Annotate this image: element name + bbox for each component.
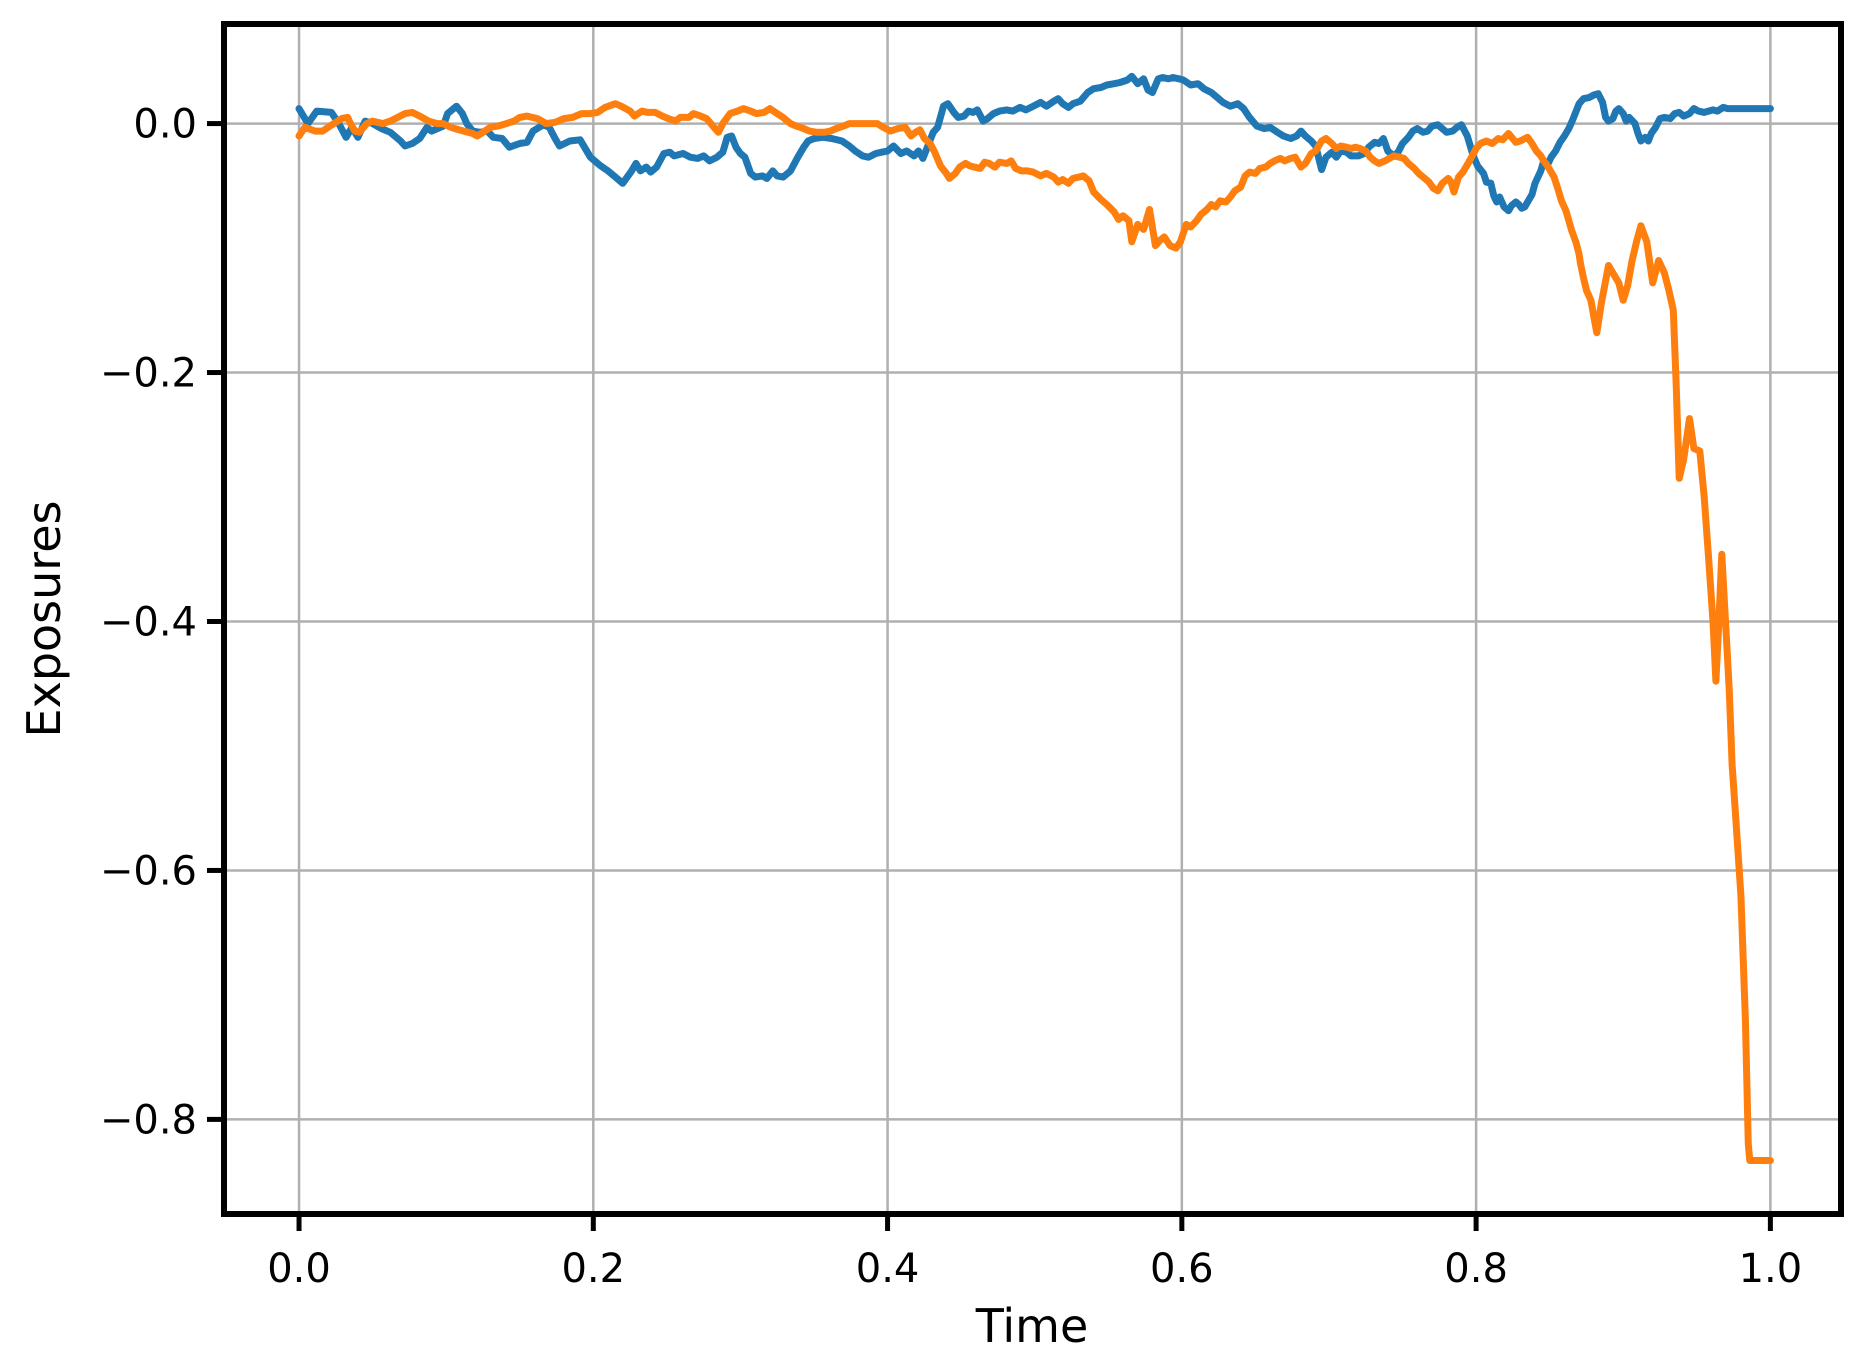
x-tick-label-0.0: 0.0 bbox=[267, 1246, 331, 1292]
x-axis-label: Time bbox=[975, 1299, 1089, 1353]
x-tick-label-0.8: 0.8 bbox=[1444, 1246, 1508, 1292]
x-tick-label-0.6: 0.6 bbox=[1150, 1246, 1214, 1292]
y-tick-label-−0.6: −0.6 bbox=[100, 848, 197, 894]
y-axis-label: Exposures bbox=[17, 501, 71, 738]
x-tick-label-1.0: 1.0 bbox=[1739, 1246, 1803, 1292]
x-tick-label-0.4: 0.4 bbox=[856, 1246, 920, 1292]
grid bbox=[224, 24, 1841, 1214]
exposure-series-1-line bbox=[295, 100, 1774, 1164]
y-tick-label-−0.2: −0.2 bbox=[100, 351, 197, 397]
exposure-series-0-line bbox=[295, 72, 1774, 215]
series-lines bbox=[295, 72, 1774, 1164]
y-tick-label-−0.4: −0.4 bbox=[100, 599, 197, 645]
y-tick-label-0.0: 0.0 bbox=[133, 102, 197, 148]
x-axis-ticks: 0.0 0.2 0.4 0.6 0.8 1.0 bbox=[267, 1217, 1802, 1292]
plot-border bbox=[221, 21, 1844, 1217]
y-axis-ticks: 0.0 −0.2 −0.4 −0.6 −0.8 bbox=[100, 102, 221, 1143]
x-tick-label-0.2: 0.2 bbox=[561, 1246, 625, 1292]
y-tick-label-−0.8: −0.8 bbox=[100, 1097, 197, 1143]
